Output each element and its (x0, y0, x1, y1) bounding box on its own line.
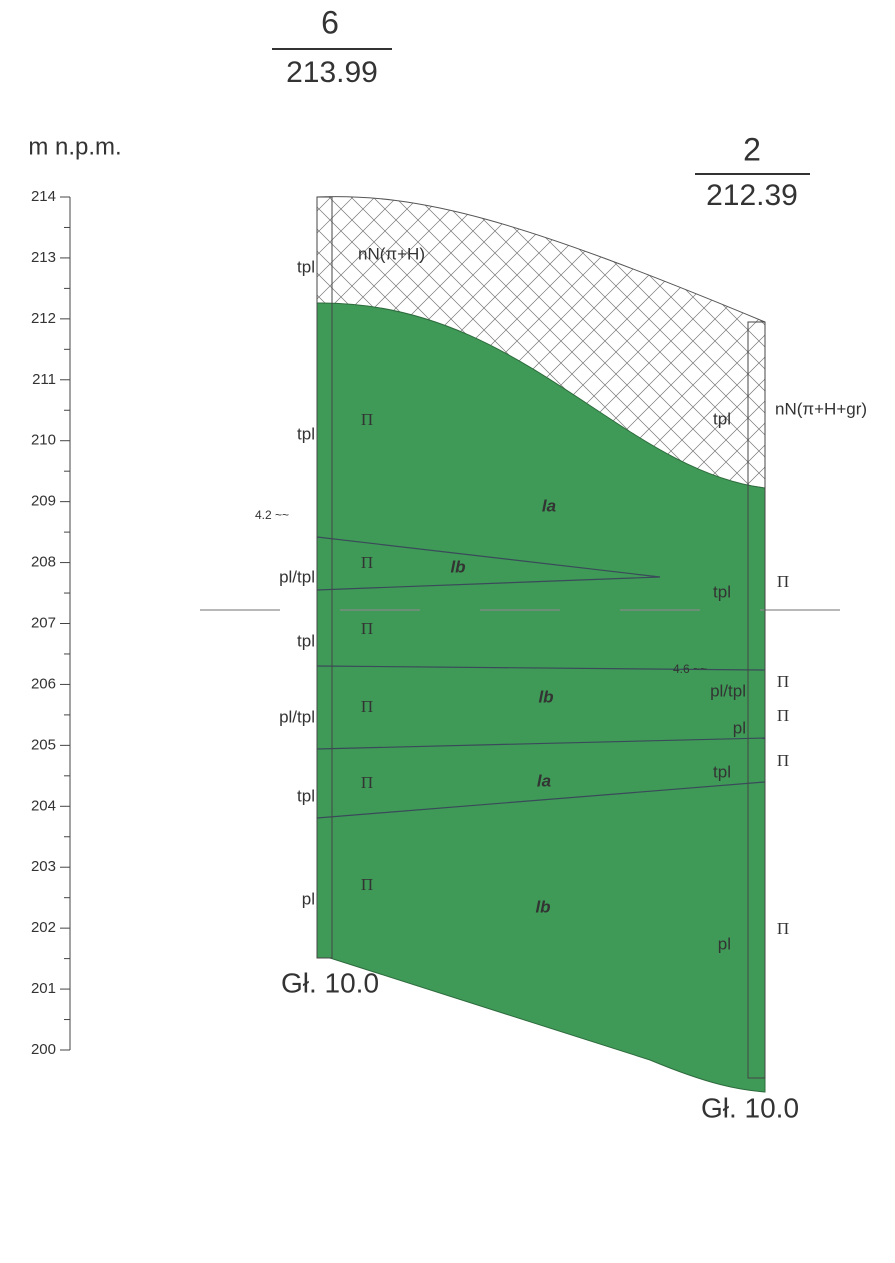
tick-label: 212 (31, 310, 56, 327)
tick-label: 204 (31, 797, 56, 814)
layer-label: nN(π+H+gr) (775, 399, 867, 418)
tick-label: 213 (31, 249, 56, 266)
layer-label: tpl (297, 631, 315, 650)
layer-label: Π (777, 751, 789, 770)
layer-label: la (542, 496, 556, 515)
layer-label: Π (361, 619, 373, 638)
layer-label: lb (538, 687, 553, 706)
layer-label: Π (361, 773, 373, 792)
layer-label: tpl (713, 762, 731, 781)
layer-label: nN(π+H) (358, 244, 425, 263)
layer-label: Π (777, 672, 789, 691)
tick-label: 208 (31, 554, 56, 571)
borehole-number: 2 (743, 131, 761, 167)
layer-label: pl/tpl (279, 707, 315, 726)
layer-label: tpl (713, 582, 731, 601)
tick-label: 211 (32, 371, 56, 388)
borehole-elevation: 212.39 (706, 179, 798, 212)
tick-label: 202 (31, 919, 56, 936)
layer-label: pl (718, 934, 731, 953)
layer-label: 4.6 ~~ (673, 662, 707, 676)
tick-label: 214 (31, 188, 56, 205)
layer-label: la (537, 771, 551, 790)
layer-label: lb (535, 897, 550, 916)
layer-label: tpl (297, 424, 315, 443)
axis-label: m n.p.m. (28, 133, 121, 160)
layer-label: Π (361, 875, 373, 894)
layer-label: 4.2 ~~ (255, 508, 289, 522)
layer-label: pl/tpl (710, 681, 746, 700)
tick-label: 201 (31, 980, 56, 997)
layer-label: Π (361, 410, 373, 429)
borehole-depth: Gł. 10.0 (281, 967, 379, 998)
borehole-number: 6 (321, 4, 339, 40)
layer-label: Π (361, 553, 373, 572)
cross-section: 6 213.99 2 212.39 Gł. 10.0 Gł. 10.0 m n.… (0, 0, 895, 1263)
layer-label: Π (777, 919, 789, 938)
tick-label: 203 (31, 858, 56, 875)
layer-label: tpl (297, 257, 315, 276)
tick-label: 206 (31, 675, 56, 692)
borehole-elevation: 213.99 (286, 56, 378, 89)
layer-label: tpl (713, 409, 731, 428)
borehole-depth: Gł. 10.0 (701, 1092, 799, 1123)
layer-label: Π (777, 572, 789, 591)
layer-label: pl (733, 718, 746, 737)
tick-label: 209 (31, 493, 56, 510)
tick-label: 207 (31, 614, 56, 631)
tick-label: 200 (31, 1041, 56, 1058)
tick-label: 205 (31, 736, 56, 753)
layer-label: lb (450, 557, 465, 576)
layer-label: pl/tpl (279, 567, 315, 586)
layer-label: pl (302, 889, 315, 908)
layer-label: Π (361, 697, 373, 716)
layer-label: tpl (297, 786, 315, 805)
tick-label: 210 (31, 432, 56, 449)
layer-label: Π (777, 706, 789, 725)
